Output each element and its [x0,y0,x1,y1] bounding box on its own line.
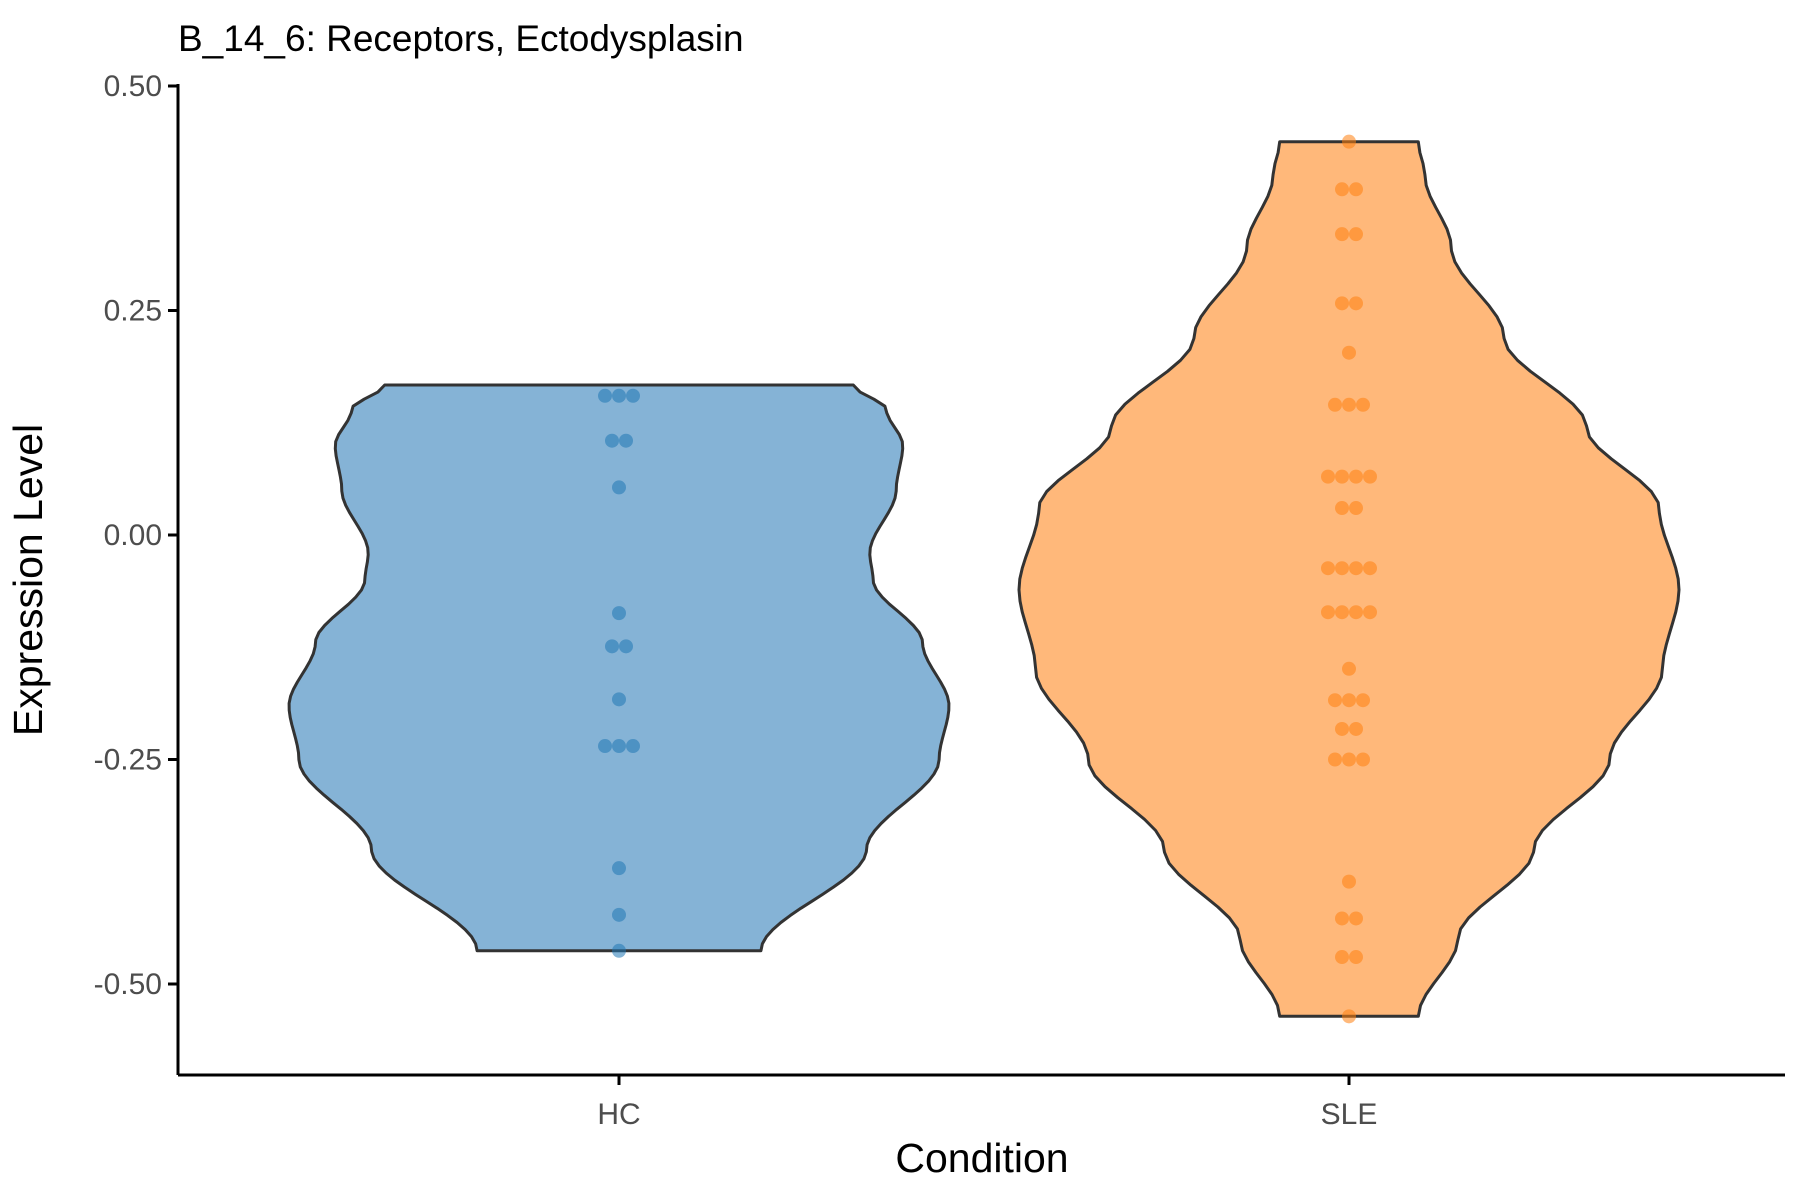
data-point-sle [1335,501,1349,516]
data-point-sle [1349,911,1363,926]
data-point-hc [612,943,626,958]
data-point-sle [1342,345,1356,360]
data-point-hc [619,639,633,654]
data-point-sle [1363,561,1377,576]
data-point-hc [605,433,619,448]
data-point-sle [1349,469,1363,484]
data-point-sle [1321,605,1335,620]
data-point-sle [1342,874,1356,889]
data-point-sle [1356,693,1370,708]
data-point-sle [1356,397,1370,412]
data-point-hc [598,739,612,754]
data-point-sle [1349,296,1363,311]
data-point-sle [1349,950,1363,965]
data-point-hc [619,433,633,448]
data-point-hc [612,907,626,922]
data-point-hc [612,692,626,707]
y-tick-label: 0.25 [104,295,162,328]
data-point-sle [1342,752,1356,767]
data-point-sle [1342,134,1356,149]
data-point-sle [1342,693,1356,708]
data-point-sle [1349,182,1363,197]
x-axis-title: Condition [895,1135,1068,1181]
data-point-hc [626,739,640,754]
data-point-sle [1335,721,1349,736]
violin-sle [1017,140,1681,1018]
y-tick-label: 0.50 [104,70,162,103]
data-point-hc [612,388,626,403]
data-point-sle [1342,1009,1356,1024]
data-point-sle [1328,693,1342,708]
data-point-hc [598,388,612,403]
data-point-sle [1335,950,1349,965]
y-tick-label: -0.25 [94,744,162,777]
data-point-sle [1349,721,1363,736]
data-point-sle [1335,911,1349,926]
data-point-hc [612,861,626,876]
chart-title: B_14_6: Receptors, Ectodysplasin [178,18,744,59]
data-point-hc [612,480,626,495]
data-point-hc [626,388,640,403]
data-point-sle [1321,561,1335,576]
y-tick-label: 0.00 [104,519,162,552]
data-point-hc [605,639,619,654]
data-point-sle [1363,469,1377,484]
data-point-sle [1335,227,1349,242]
y-axis-title: Expression Level [5,424,51,736]
x-tick-label: SLE [1321,1098,1378,1131]
data-point-sle [1328,397,1342,412]
violin-hc [287,383,951,953]
data-point-hc [612,606,626,621]
data-point-sle [1335,182,1349,197]
data-point-sle [1342,397,1356,412]
data-point-sle [1321,469,1335,484]
data-point-hc [612,739,626,754]
x-tick-label: HC [597,1098,640,1131]
data-point-sle [1335,469,1349,484]
plot-area [287,134,1681,1024]
data-point-sle [1349,227,1363,242]
data-point-sle [1349,501,1363,516]
data-point-sle [1349,605,1363,620]
data-point-sle [1335,296,1349,311]
data-point-sle [1363,605,1377,620]
data-point-sle [1328,752,1342,767]
y-tick-label: -0.50 [94,968,162,1001]
data-point-sle [1349,561,1363,576]
axes: 0.50 0.25 0.00 -0.25 -0.50 HC SLE [94,70,1378,1131]
data-point-sle [1335,561,1349,576]
data-point-sle [1356,752,1370,767]
data-point-sle [1342,661,1356,676]
data-point-sle [1335,605,1349,620]
